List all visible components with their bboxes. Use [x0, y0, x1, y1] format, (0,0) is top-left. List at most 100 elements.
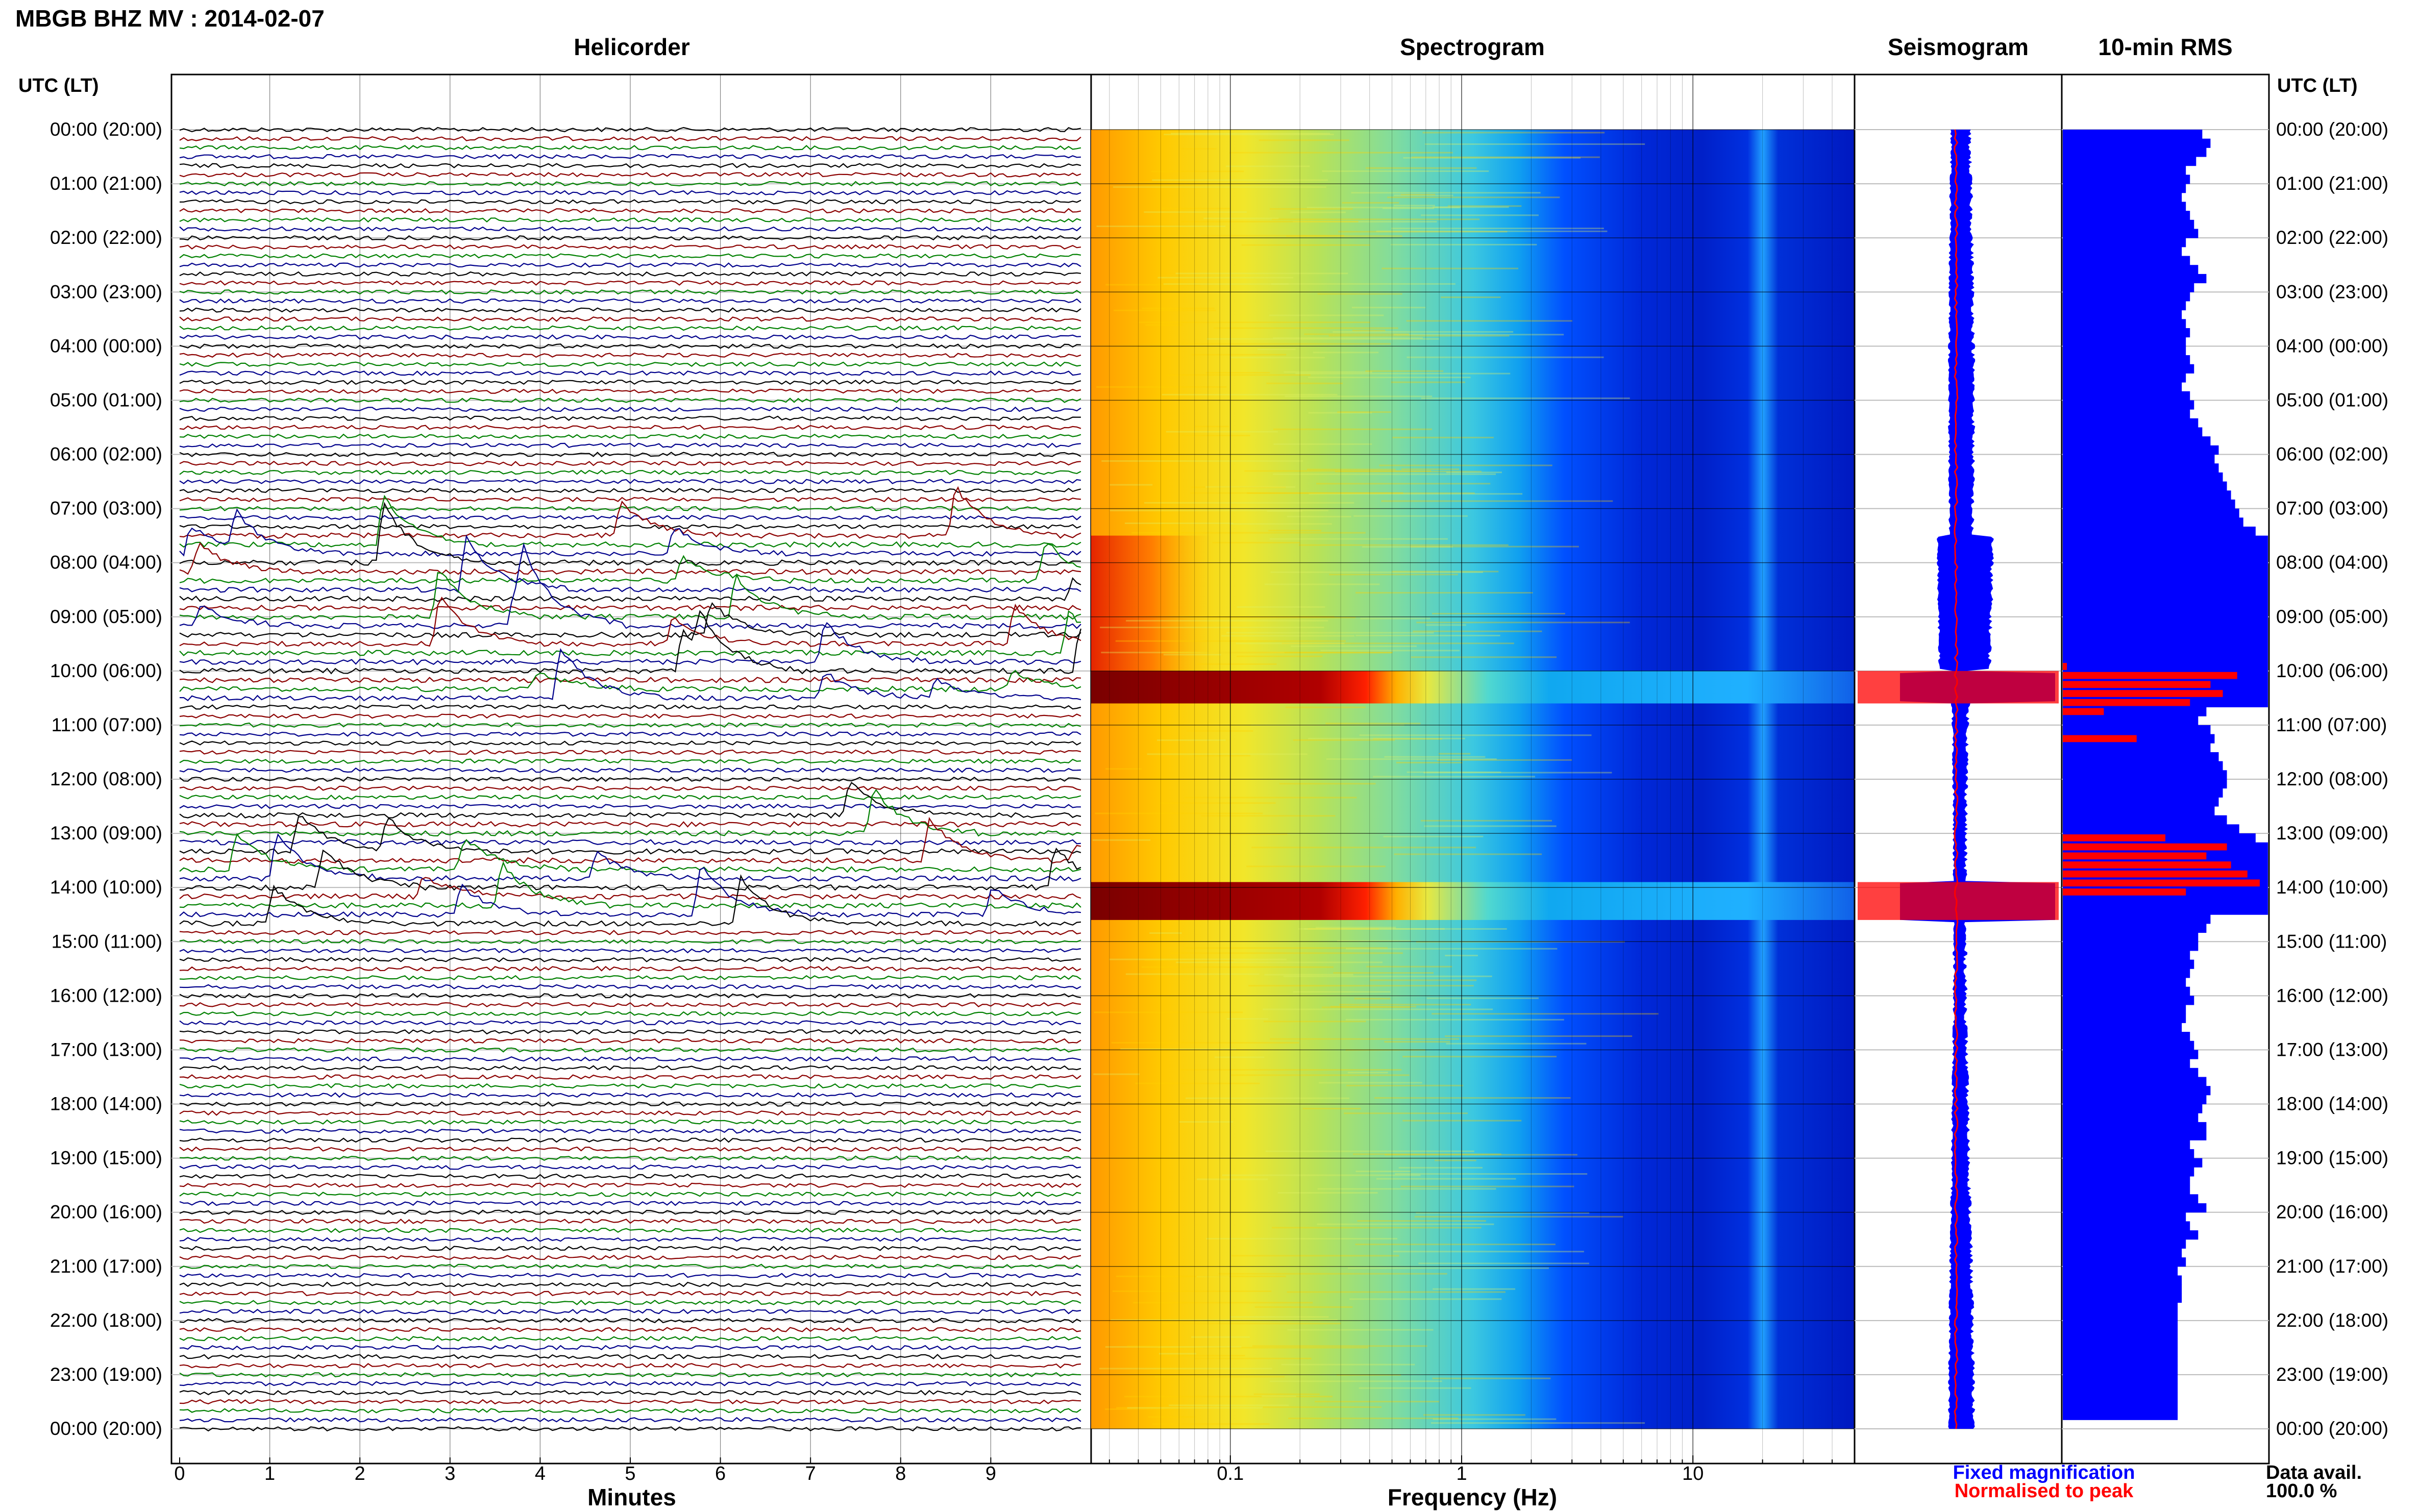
- spectrogram-streak: [1271, 283, 1455, 285]
- rms-bar-fixed: [2063, 274, 2207, 284]
- helicorder-trace: [179, 1200, 1081, 1206]
- spectrogram-streak: [1175, 272, 1348, 275]
- spectrogram-streak: [1196, 1276, 1229, 1278]
- spectrogram-streak: [1394, 853, 1542, 855]
- spectrogram-streak: [1362, 546, 1453, 548]
- spectrogram-streak: [1406, 356, 1604, 358]
- spectrogram-streak: [1437, 759, 1572, 761]
- helicorder-trace: [179, 839, 1081, 846]
- spectrogram-streak: [1200, 235, 1345, 237]
- spectrogram-streak: [1329, 574, 1458, 576]
- rms-bar-fixed: [2063, 626, 2268, 635]
- helicorder-trace: [179, 1399, 1081, 1405]
- rms-bar-fixed: [2063, 301, 2186, 311]
- spectrogram-streak: [1231, 1255, 1399, 1257]
- spectrogram-streak: [1144, 959, 1233, 961]
- spectrogram-streak: [1333, 972, 1434, 974]
- rms-bar-fixed: [2063, 418, 2199, 428]
- helicorder-trace: [180, 648, 1081, 702]
- rms-bar-normalised: [2063, 690, 2223, 697]
- spectrogram-streak: [1317, 1223, 1494, 1225]
- rms-bar-fixed: [2063, 1401, 2178, 1411]
- spectrogram-streak: [1139, 321, 1370, 324]
- spectrogram-streak: [1353, 1153, 1501, 1155]
- helicorder-trace: [179, 1381, 1081, 1386]
- rms-bar-fixed: [2063, 653, 2268, 662]
- rms-bar-fixed: [2063, 959, 2194, 969]
- rms-bar-fixed: [2063, 292, 2190, 302]
- rms-bar-fixed: [2063, 256, 2190, 265]
- helicorder-trace: [179, 1281, 1081, 1287]
- row-labels-right: 00:00 (20:00) 01:00 (21:00) 02:00 (22:00) 0…: [2276, 119, 2388, 1439]
- row-label-right: 12:00 (08:00): [2276, 769, 2388, 789]
- spectrogram-streak: [1355, 1170, 1411, 1172]
- row-label-left: 11:00 (07:00): [52, 714, 162, 735]
- spectrogram-streak: [1391, 381, 1466, 383]
- spectrogram-streak: [1411, 656, 1557, 658]
- spectrogram-streak: [1273, 473, 1496, 475]
- row-label-right: 13:00 (09:00): [2276, 823, 2388, 844]
- helicorder-trace: [179, 487, 1081, 493]
- spectrogram-streak: [1270, 208, 1353, 210]
- spectrogram-streak: [1248, 985, 1474, 987]
- spectrogram-streak: [1221, 635, 1355, 637]
- spectrogram-streak: [1201, 652, 1392, 654]
- helicorder-trace: [179, 190, 1081, 195]
- spectrogram-streak: [1142, 307, 1215, 309]
- rms-bar-normalised: [2063, 888, 2186, 896]
- row-label-right: 06:00 (02:00): [2276, 444, 2388, 465]
- rms-bar-fixed: [2063, 752, 2219, 762]
- data-avail-label: Data avail.: [2266, 1462, 2362, 1483]
- helicorder-trace: [179, 1083, 1081, 1089]
- row-label-right: 03:00 (23:00): [2276, 281, 2388, 302]
- helicorder-trace: [179, 370, 1081, 376]
- row-label-left: 07:00 (03:00): [50, 498, 162, 519]
- spectrogram-streak: [1287, 1329, 1434, 1331]
- spectrogram-streak: [1400, 1185, 1574, 1187]
- spectrogram-streak: [1379, 464, 1552, 466]
- spectrogram-streak: [1366, 167, 1477, 169]
- rms-bar-fixed: [2063, 589, 2268, 599]
- helicorder-trace: [179, 789, 1081, 837]
- rms-bar-fixed: [2063, 1176, 2190, 1186]
- spectrogram-streak: [1110, 1319, 1338, 1321]
- row-label-right: 18:00 (14:00): [2276, 1094, 2388, 1114]
- spectrogram-streak: [1285, 395, 1433, 398]
- rms-bar-fixed: [2063, 138, 2211, 148]
- row-label-right: 00:00 (20:00): [2276, 119, 2388, 140]
- helicorder-trace: [179, 816, 1081, 864]
- row-label-left: 10:00 (06:00): [50, 660, 162, 681]
- spectrogram-streak: [1112, 1290, 1272, 1292]
- helicorder-trace: [179, 1146, 1081, 1152]
- rms-bar-normalised: [2063, 735, 2137, 742]
- utc-label-left: UTC (LT): [18, 75, 99, 96]
- spectrogram-streak: [1298, 928, 1507, 930]
- spectrogram-streak: [1093, 839, 1151, 841]
- rms-bar-fixed: [2063, 400, 2194, 410]
- spectrogram-streak: [1418, 1262, 1590, 1265]
- rms-bar-fixed: [2063, 130, 2203, 139]
- spectrogram-streak: [1166, 374, 1311, 376]
- rms-bar-fixed: [2063, 1005, 2186, 1014]
- spectrogram-streak: [1120, 1048, 1236, 1050]
- row-label-right: 21:00 (17:00): [2276, 1256, 2388, 1277]
- helicorder-trace: [179, 816, 1081, 855]
- spectrogram-streak: [1308, 737, 1465, 739]
- spectrogram-streak: [1162, 1323, 1341, 1325]
- spectrogram-streak: [1191, 1336, 1250, 1338]
- spectrogram-streak: [1326, 758, 1497, 760]
- rms-bar-fixed: [2063, 328, 2190, 338]
- rms-bar-fixed: [2063, 986, 2190, 996]
- helicorder-trace: [179, 136, 1081, 141]
- helicorder-trace: [179, 280, 1081, 286]
- spectrogram-streak: [1105, 768, 1142, 770]
- rms-bar-fixed: [2063, 364, 2194, 374]
- helicorder-trace: [179, 1192, 1081, 1197]
- rms-bar-fixed: [2063, 427, 2203, 437]
- rms-bar-fixed: [2063, 1302, 2178, 1312]
- utc-label-right: UTC (LT): [2277, 75, 2358, 96]
- spectrogram-streak: [1237, 655, 1323, 657]
- seismogram-trace: [1858, 129, 2059, 1429]
- spectrogram-streak: [1423, 772, 1612, 774]
- helicorder-trace: [179, 1092, 1081, 1098]
